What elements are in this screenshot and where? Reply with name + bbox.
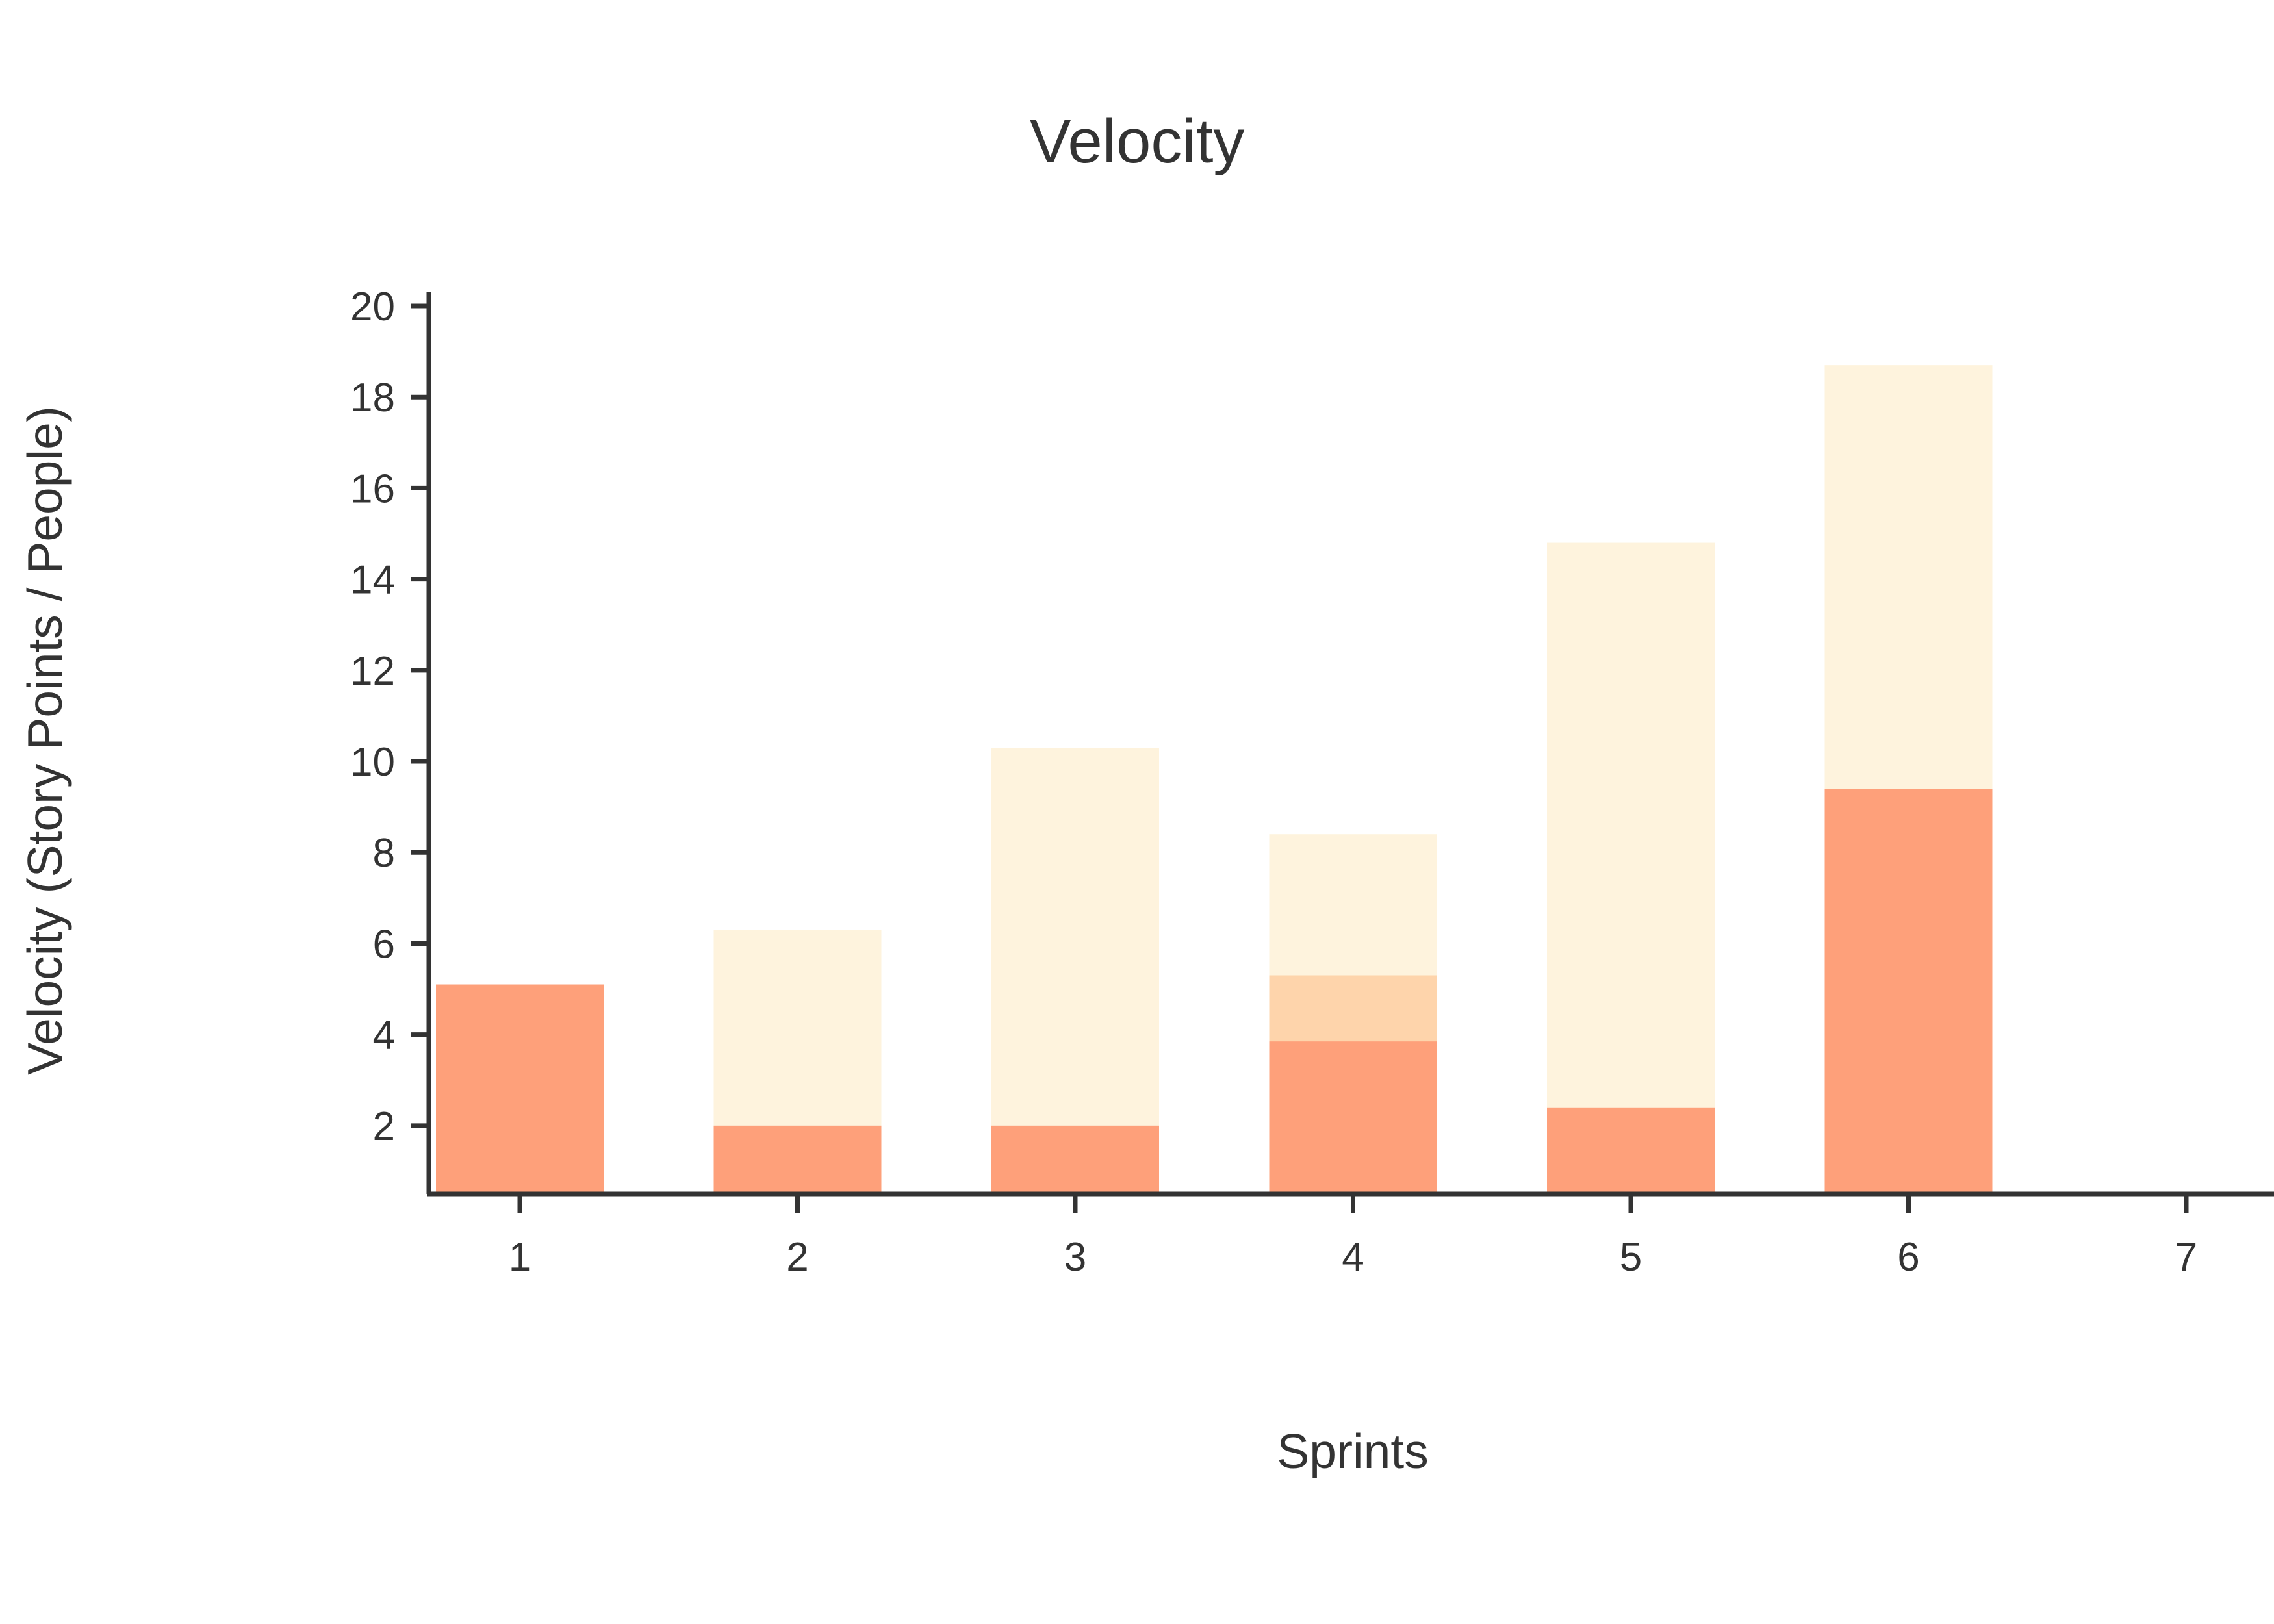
bars-layer bbox=[436, 365, 1993, 1194]
x-tick-label-1: 1 bbox=[509, 1235, 531, 1280]
y-tick-label-2: 2 bbox=[373, 1104, 395, 1149]
bar-sprint-4-layer-3 bbox=[1269, 1041, 1437, 1194]
y-tick-label-12: 12 bbox=[350, 649, 395, 694]
y-axis-title: Velocity (Story Points / People) bbox=[18, 406, 72, 1075]
y-tick-label-20: 20 bbox=[350, 285, 395, 329]
x-tick-label-4: 4 bbox=[1342, 1235, 1364, 1280]
x-tick-label-5: 5 bbox=[1620, 1235, 1642, 1280]
y-tick-label-10: 10 bbox=[350, 740, 395, 785]
y-tick-label-18: 18 bbox=[350, 375, 395, 420]
bar-sprint-5-layer-3 bbox=[1547, 1107, 1715, 1194]
x-tick-label-2: 2 bbox=[786, 1235, 808, 1280]
bar-sprint-2-layer-3 bbox=[713, 1125, 882, 1194]
x-axis-title: Sprints bbox=[1277, 1424, 1428, 1478]
bar-sprint-5-layer-1 bbox=[1547, 542, 1715, 1194]
x-tick-label-3: 3 bbox=[1064, 1235, 1086, 1280]
x-tick-label-6: 6 bbox=[1897, 1235, 1919, 1280]
chart-title: Velocity bbox=[1030, 107, 1245, 176]
y-tick-label-8: 8 bbox=[373, 831, 395, 876]
bar-sprint-1-layer-3 bbox=[436, 984, 604, 1194]
x-tick-label-7: 7 bbox=[2175, 1235, 2197, 1280]
bar-sprint-6-layer-3 bbox=[1824, 789, 1993, 1194]
y-tick-label-6: 6 bbox=[373, 922, 395, 967]
bar-sprint-3-layer-3 bbox=[991, 1125, 1159, 1194]
y-tick-label-4: 4 bbox=[373, 1013, 395, 1058]
y-tick-label-14: 14 bbox=[350, 558, 395, 603]
y-tick-label-16: 16 bbox=[350, 466, 395, 511]
bar-sprint-3-layer-1 bbox=[991, 748, 1159, 1194]
